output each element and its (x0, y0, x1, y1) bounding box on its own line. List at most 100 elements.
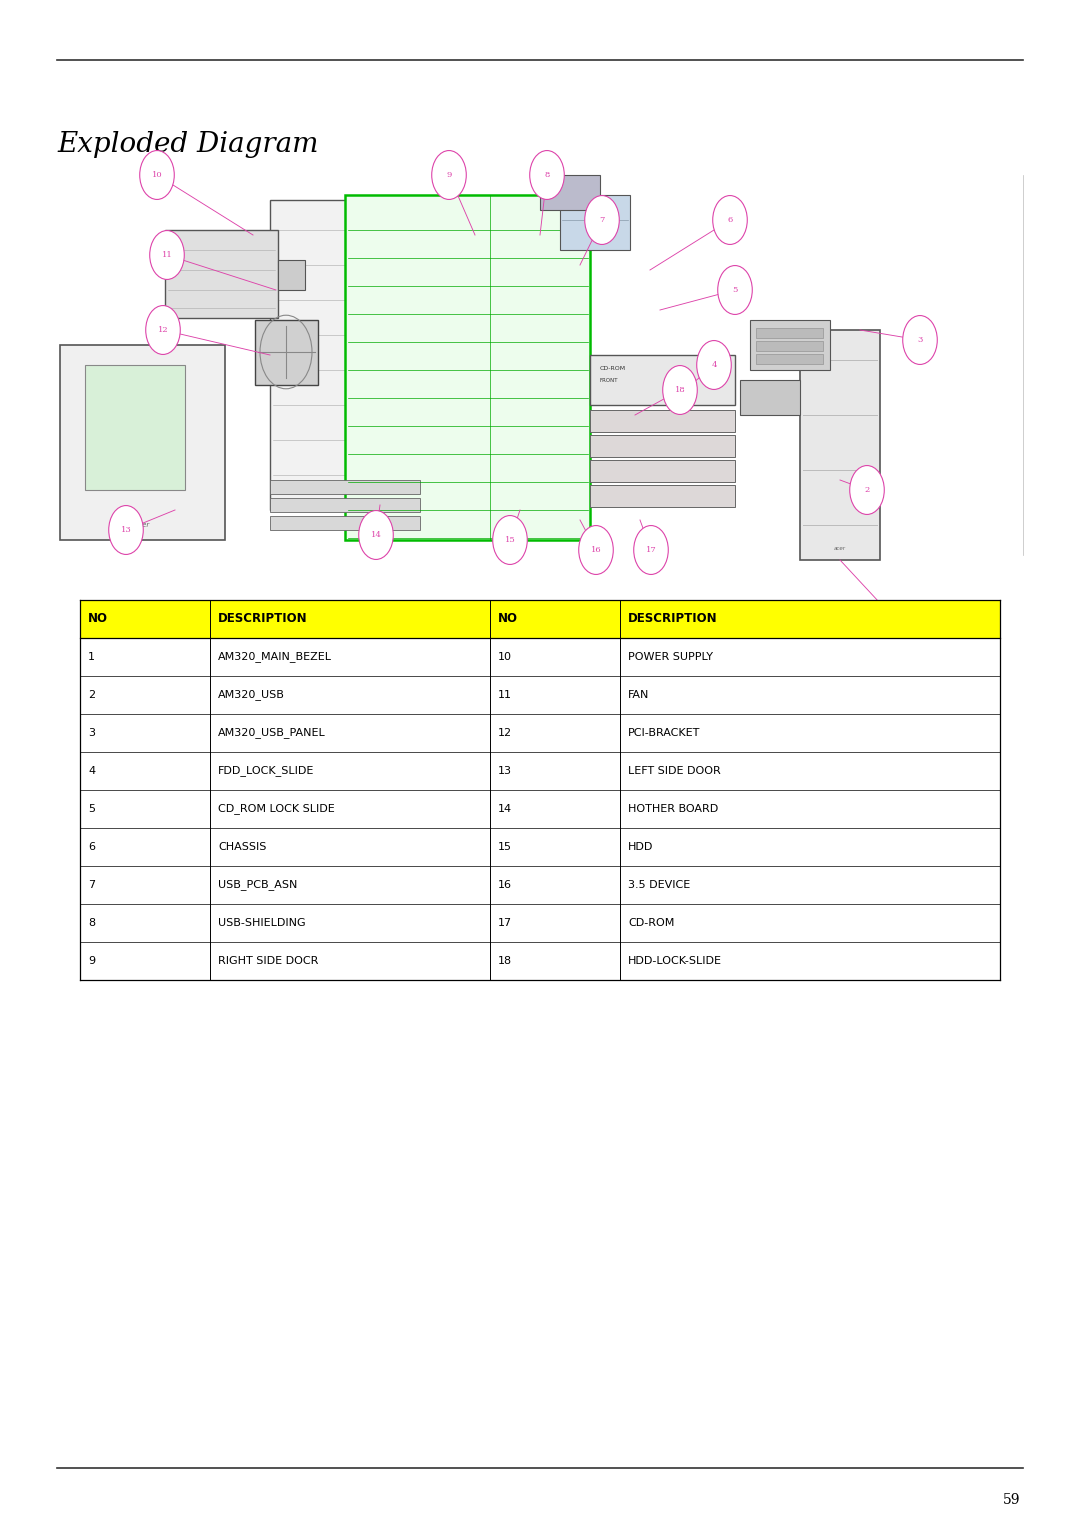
Bar (270, 516, 420, 530)
Bar (165, 231, 278, 318)
Text: CHASSIS: CHASSIS (218, 842, 267, 853)
Text: 5: 5 (732, 286, 738, 293)
Text: PCI-BRACKET: PCI-BRACKET (627, 727, 700, 738)
Bar (270, 498, 420, 512)
Bar (80, 828, 1000, 866)
Text: USB_PCB_ASN: USB_PCB_ASN (218, 880, 297, 891)
Text: 10: 10 (151, 171, 162, 179)
Text: 8: 8 (87, 918, 95, 927)
Text: 2: 2 (864, 486, 869, 494)
Bar (740, 380, 800, 416)
Text: 14: 14 (498, 804, 512, 814)
Text: 12: 12 (498, 727, 512, 738)
Text: 8: 8 (544, 171, 550, 179)
Text: 59: 59 (1002, 1493, 1020, 1507)
Bar (80, 714, 1000, 752)
Circle shape (903, 316, 937, 365)
Text: Exploded Diagram: Exploded Diagram (57, 131, 319, 159)
Bar (756, 354, 823, 364)
Bar (345, 196, 590, 539)
Text: 18: 18 (675, 387, 686, 394)
Text: CD-ROM: CD-ROM (627, 918, 674, 927)
Text: 1: 1 (902, 626, 907, 634)
Circle shape (697, 341, 731, 390)
Text: 14: 14 (370, 532, 381, 539)
Text: 3: 3 (87, 727, 95, 738)
Circle shape (492, 515, 527, 564)
Bar (590, 354, 735, 405)
Text: FAN: FAN (627, 691, 649, 700)
Text: HDD-LOCK-SLIDE: HDD-LOCK-SLIDE (627, 957, 723, 966)
Text: NO: NO (498, 613, 518, 625)
Text: AM320_MAIN_BEZEL: AM320_MAIN_BEZEL (218, 651, 332, 663)
Text: FRONT: FRONT (600, 377, 619, 382)
Text: USB-SHIELDING: USB-SHIELDING (218, 918, 306, 927)
Text: 7: 7 (599, 215, 605, 225)
Text: AM320_USB: AM320_USB (218, 689, 285, 700)
Bar (590, 410, 735, 432)
Bar (561, 196, 630, 251)
Bar (80, 790, 1000, 828)
Bar (800, 330, 880, 559)
Text: 9: 9 (446, 171, 451, 179)
Bar (270, 200, 435, 510)
Bar (756, 329, 823, 338)
Bar (590, 484, 735, 507)
Circle shape (146, 306, 180, 354)
Text: DESCRIPTION: DESCRIPTION (218, 613, 308, 625)
Text: 15: 15 (504, 536, 515, 544)
Text: AM320_USB_PANEL: AM320_USB_PANEL (218, 727, 326, 738)
Bar (255, 319, 318, 385)
Circle shape (713, 196, 747, 244)
Circle shape (888, 605, 922, 654)
Bar (80, 752, 1000, 790)
Circle shape (663, 365, 698, 414)
Text: 3: 3 (917, 336, 922, 344)
Text: 13: 13 (498, 766, 512, 776)
Text: 13: 13 (121, 526, 132, 533)
Circle shape (718, 266, 753, 315)
Text: 6: 6 (87, 842, 95, 853)
Text: 7: 7 (87, 880, 95, 889)
Text: 18: 18 (498, 957, 512, 966)
Text: 17: 17 (498, 918, 512, 927)
Text: 16: 16 (498, 880, 512, 889)
Bar (80, 905, 1000, 941)
Bar (590, 435, 735, 457)
Circle shape (150, 231, 185, 280)
Bar (85, 365, 185, 490)
Bar (80, 675, 1000, 714)
Text: 11: 11 (162, 251, 173, 260)
Text: 10: 10 (498, 652, 512, 662)
Text: NO: NO (87, 613, 108, 625)
Bar (750, 319, 831, 370)
Bar (540, 176, 600, 209)
Bar (756, 341, 823, 351)
Text: 2: 2 (87, 691, 95, 700)
Bar (60, 345, 225, 539)
Bar (270, 480, 420, 494)
Text: DESCRIPTION: DESCRIPTION (627, 613, 717, 625)
Text: FDD_LOCK_SLIDE: FDD_LOCK_SLIDE (218, 766, 314, 776)
Bar (80, 601, 1000, 639)
Text: 3.5 DEVICE: 3.5 DEVICE (627, 880, 690, 889)
Text: 5: 5 (87, 804, 95, 814)
Text: 15: 15 (498, 842, 512, 853)
Text: RIGHT SIDE DOCR: RIGHT SIDE DOCR (218, 957, 319, 966)
Circle shape (359, 510, 393, 559)
Circle shape (584, 196, 619, 244)
Text: POWER SUPPLY: POWER SUPPLY (627, 652, 713, 662)
Circle shape (139, 151, 174, 200)
Circle shape (529, 151, 564, 200)
Bar (80, 866, 1000, 905)
Text: HOTHER BOARD: HOTHER BOARD (627, 804, 718, 814)
Text: CD-ROM: CD-ROM (600, 365, 626, 370)
Circle shape (634, 526, 669, 575)
Text: CD_ROM LOCK SLIDE: CD_ROM LOCK SLIDE (218, 804, 335, 814)
Text: acer: acer (134, 523, 150, 529)
Text: 4: 4 (87, 766, 95, 776)
Text: 17: 17 (646, 545, 657, 555)
Text: HDD: HDD (627, 842, 653, 853)
Text: 12: 12 (158, 325, 168, 335)
Bar (590, 460, 735, 481)
